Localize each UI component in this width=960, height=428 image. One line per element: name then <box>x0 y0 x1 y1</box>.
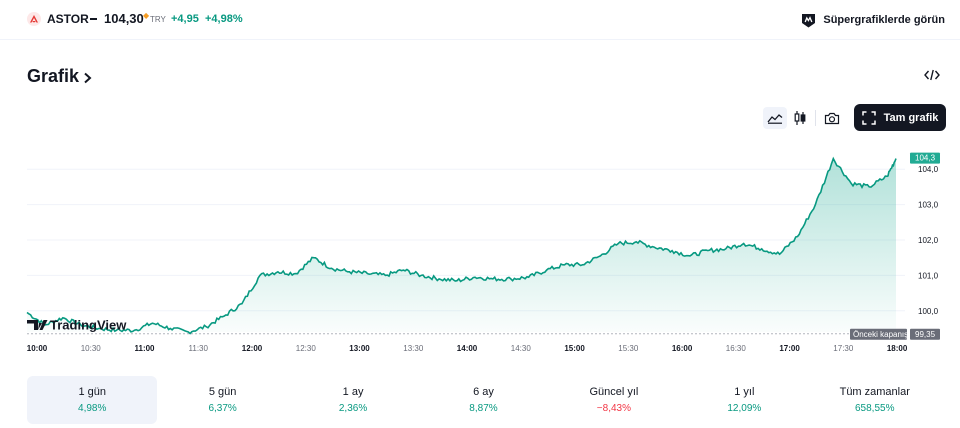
x-tick-label: 16:00 <box>672 344 693 353</box>
symbol-name: ASTOR <box>47 12 89 26</box>
y-tick-label: 100,0 <box>918 307 939 316</box>
range-value: 4,98% <box>78 403 107 414</box>
toolbar-divider <box>815 110 816 126</box>
section-title-text: Grafik <box>27 66 80 86</box>
separator-dash <box>90 18 97 20</box>
supercharts-link[interactable]: Süpergrafiklerde görün <box>800 11 945 29</box>
area-chart-icon <box>767 114 783 124</box>
x-tick-label: 17:00 <box>779 344 800 353</box>
currency-label: TRY <box>150 15 166 24</box>
area-style-button[interactable] <box>763 107 787 129</box>
price-change: +4,95 <box>171 13 199 25</box>
supercharts-label: Süpergrafiklerde görün <box>823 14 945 26</box>
range-3[interactable]: 6 ay 8,87% <box>418 376 548 424</box>
camera-icon <box>824 112 840 124</box>
y-axis: 100,0 101,0 102,0 103,0 104,0 <box>918 165 939 316</box>
price-chart[interactable]: 100,0 101,0 102,0 103,0 104,0 10:00 10:30 11:0… <box>0 140 960 360</box>
range-4[interactable]: Güncel yıl −8,43% <box>549 376 679 424</box>
x-tick-label: 10:00 <box>27 344 48 353</box>
x-tick-label: 12:30 <box>296 344 317 353</box>
previous-close-label: Önceki kapanış <box>853 330 908 339</box>
x-tick-label: 13:30 <box>403 344 424 353</box>
x-tick-label: 15:30 <box>618 344 639 353</box>
embed-code-icon[interactable] <box>924 68 940 82</box>
candlestick-icon <box>794 111 806 125</box>
range-value: 658,55% <box>855 403 895 414</box>
price-area-fill <box>27 158 896 334</box>
x-tick-label: 15:00 <box>564 344 585 353</box>
chart-section-title[interactable]: Grafik <box>27 66 92 87</box>
range-1[interactable]: 5 gün 6,37% <box>157 376 287 424</box>
x-tick-label: 18:00 <box>887 344 908 353</box>
watermark-text: TradingView <box>50 318 127 333</box>
x-tick-label: 10:30 <box>81 344 102 353</box>
range-label: 1 gün <box>78 386 106 398</box>
previous-close-badge: Önceki kapanış 99,35 <box>850 328 940 340</box>
full-chart-label: Tam grafik <box>883 111 939 124</box>
range-value: 8,87% <box>469 403 498 414</box>
range-5[interactable]: 1 yıl 12,09% <box>679 376 809 424</box>
range-6[interactable]: Tüm zamanlar 658,55% <box>810 376 940 424</box>
candle-style-button[interactable] <box>789 107 811 129</box>
snapshot-button[interactable] <box>820 107 844 129</box>
x-tick-label: 13:00 <box>349 344 370 353</box>
range-value: 6,37% <box>208 403 237 414</box>
x-tick-label: 12:00 <box>242 344 263 353</box>
range-value: 12,09% <box>727 403 762 414</box>
last-value-badge: 104,3 <box>910 152 940 164</box>
range-label: Tüm zamanlar <box>839 386 910 398</box>
x-tick-label: 16:30 <box>726 344 747 353</box>
x-tick-label: 11:00 <box>134 344 155 353</box>
range-label: 5 gün <box>208 386 237 398</box>
last-price: 104,30 <box>104 11 144 26</box>
y-tick-label: 101,0 <box>918 271 939 280</box>
x-axis: 10:00 10:30 11:00 11:30 12:00 12:30 13:00 13:30… <box>27 344 908 353</box>
astor-logo-icon <box>27 12 41 26</box>
supercharts-icon <box>802 13 816 27</box>
tradingview-watermark: TradingView <box>27 318 127 333</box>
range-selector: 1 gün 4,98% 5 gün 6,37% 1 ay 2,36% 6 ay 8,87% Gü… <box>27 376 940 424</box>
delayed-data-icon: ◆ <box>143 11 150 20</box>
range-value: −8,43% <box>596 403 631 414</box>
range-label: 1 ay <box>342 386 364 398</box>
x-tick-label: 17:30 <box>833 344 854 353</box>
tradingview-logo-icon <box>27 320 48 330</box>
x-tick-label: 14:30 <box>511 344 532 353</box>
price-line <box>26 156 897 335</box>
y-tick-label: 104,0 <box>918 165 939 174</box>
range-label: 1 yıl <box>734 386 755 398</box>
symbol-header: ASTOR 104,30 ◆ TRY +4,95 +4,98% Süpergra… <box>0 0 960 40</box>
full-chart-button[interactable]: Tam grafik <box>854 104 946 131</box>
chevron-right-icon <box>84 72 92 83</box>
x-tick-label: 14:00 <box>457 344 478 353</box>
x-tick-label: 11:30 <box>189 344 209 353</box>
y-tick-label: 102,0 <box>918 236 939 245</box>
last-value-label: 104,3 <box>915 154 936 163</box>
range-0[interactable]: 1 gün 4,98% <box>27 376 158 424</box>
range-value: 2,36% <box>338 403 368 414</box>
y-tick-label: 103,0 <box>918 201 939 210</box>
range-label: 6 ay <box>473 386 494 398</box>
price-change-percent: +4,98% <box>205 13 243 25</box>
previous-close-value: 99,35 <box>915 330 936 339</box>
range-label: Güncel yıl <box>589 386 639 398</box>
range-2[interactable]: 1 ay 2,36% <box>288 376 418 424</box>
fullscreen-icon <box>861 110 876 125</box>
